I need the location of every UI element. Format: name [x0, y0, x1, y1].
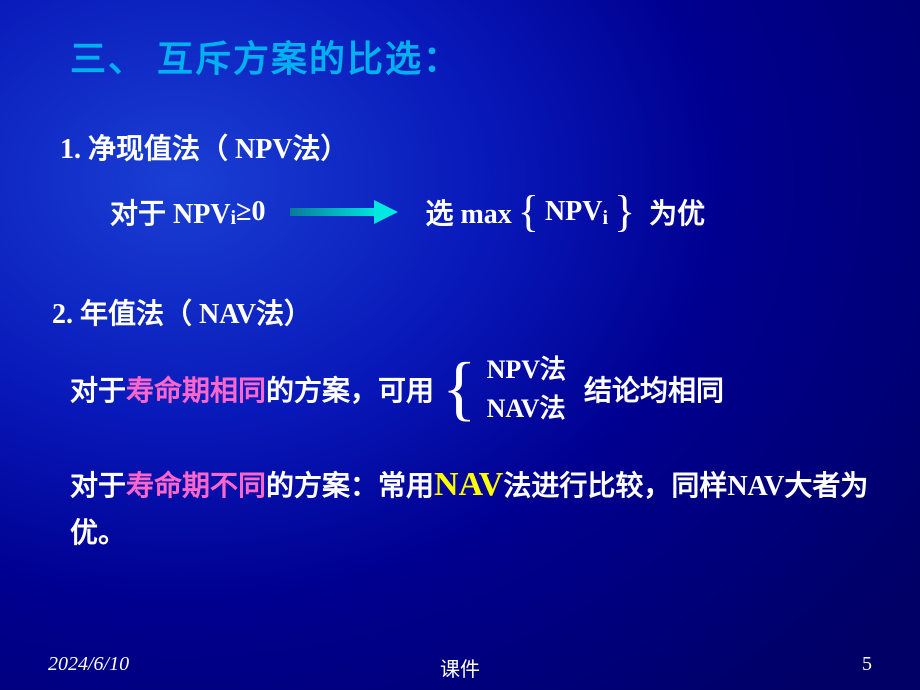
slide: 三、 互斥方案的比选： 1. 净现值法（ NPV法） 对于 NPVi≥0 选 m… — [0, 0, 920, 690]
s2-l2a: 对于 — [70, 471, 126, 502]
footer-page: 5 — [862, 653, 872, 676]
s2-nav: NAV — [434, 466, 503, 503]
s2-conclusion: 结论均相同 — [584, 369, 724, 409]
s1-gte: ≥0 — [236, 196, 265, 228]
brace-open-wrap: { — [518, 199, 539, 225]
big-brace-icon: { — [442, 358, 477, 419]
s1-choose: 选 max — [425, 192, 511, 232]
section-1: 1. 净现值法（ NPV法） 对于 NPVi≥0 选 max { NPVi } … — [40, 127, 880, 232]
section1-heading: 1. 净现值法（ NPV法） — [60, 127, 880, 167]
footer-mid: 课件 — [440, 653, 480, 682]
arrow-icon — [290, 204, 400, 220]
s2-l2c: 的方案：常用 — [266, 471, 434, 502]
section-2: 2. 年值法（ NAV法） 对于寿命期相同的方案，可用 { NPV法 NAV法 … — [40, 292, 880, 557]
section1-body: 对于 NPVi≥0 选 max { NPVi } 为优 — [110, 192, 880, 232]
slide-title: 三、 互斥方案的比选： — [70, 30, 880, 82]
opt-nav: NAV法 — [487, 389, 566, 428]
brace-open-icon: { — [518, 199, 539, 225]
footer-date: 2024/6/10 — [48, 653, 129, 676]
s2-l1c: 的方案，可用 — [266, 369, 434, 409]
options-stack: NPV法 NAV法 — [487, 350, 566, 428]
s1-npv: NPV — [545, 196, 603, 228]
opt-npv: NPV法 — [487, 350, 566, 389]
section2-heading: 2. 年值法（ NAV法） — [52, 292, 880, 332]
s1-sub: i — [231, 207, 237, 230]
s1-prefix: 对于 NPV — [110, 192, 231, 232]
s1-npv-sub: i — [602, 207, 608, 230]
footer: 2024/6/10 课件 5 — [0, 653, 920, 676]
s2-l1a: 对于 — [70, 369, 126, 409]
s2-l1b: 寿命期相同 — [126, 369, 266, 409]
brace-close-wrap: } — [614, 199, 635, 225]
brace-close-icon: } — [614, 199, 635, 225]
section2-row2: 对于寿命期不同的方案：常用NAV法进行比较，同样NAV大者为优。 — [70, 458, 880, 557]
s2-l2b: 寿命期不同 — [126, 471, 266, 502]
section2-row1: 对于寿命期相同的方案，可用 { NPV法 NAV法 结论均相同 — [70, 350, 880, 428]
s1-suffix: 为优 — [649, 192, 705, 232]
